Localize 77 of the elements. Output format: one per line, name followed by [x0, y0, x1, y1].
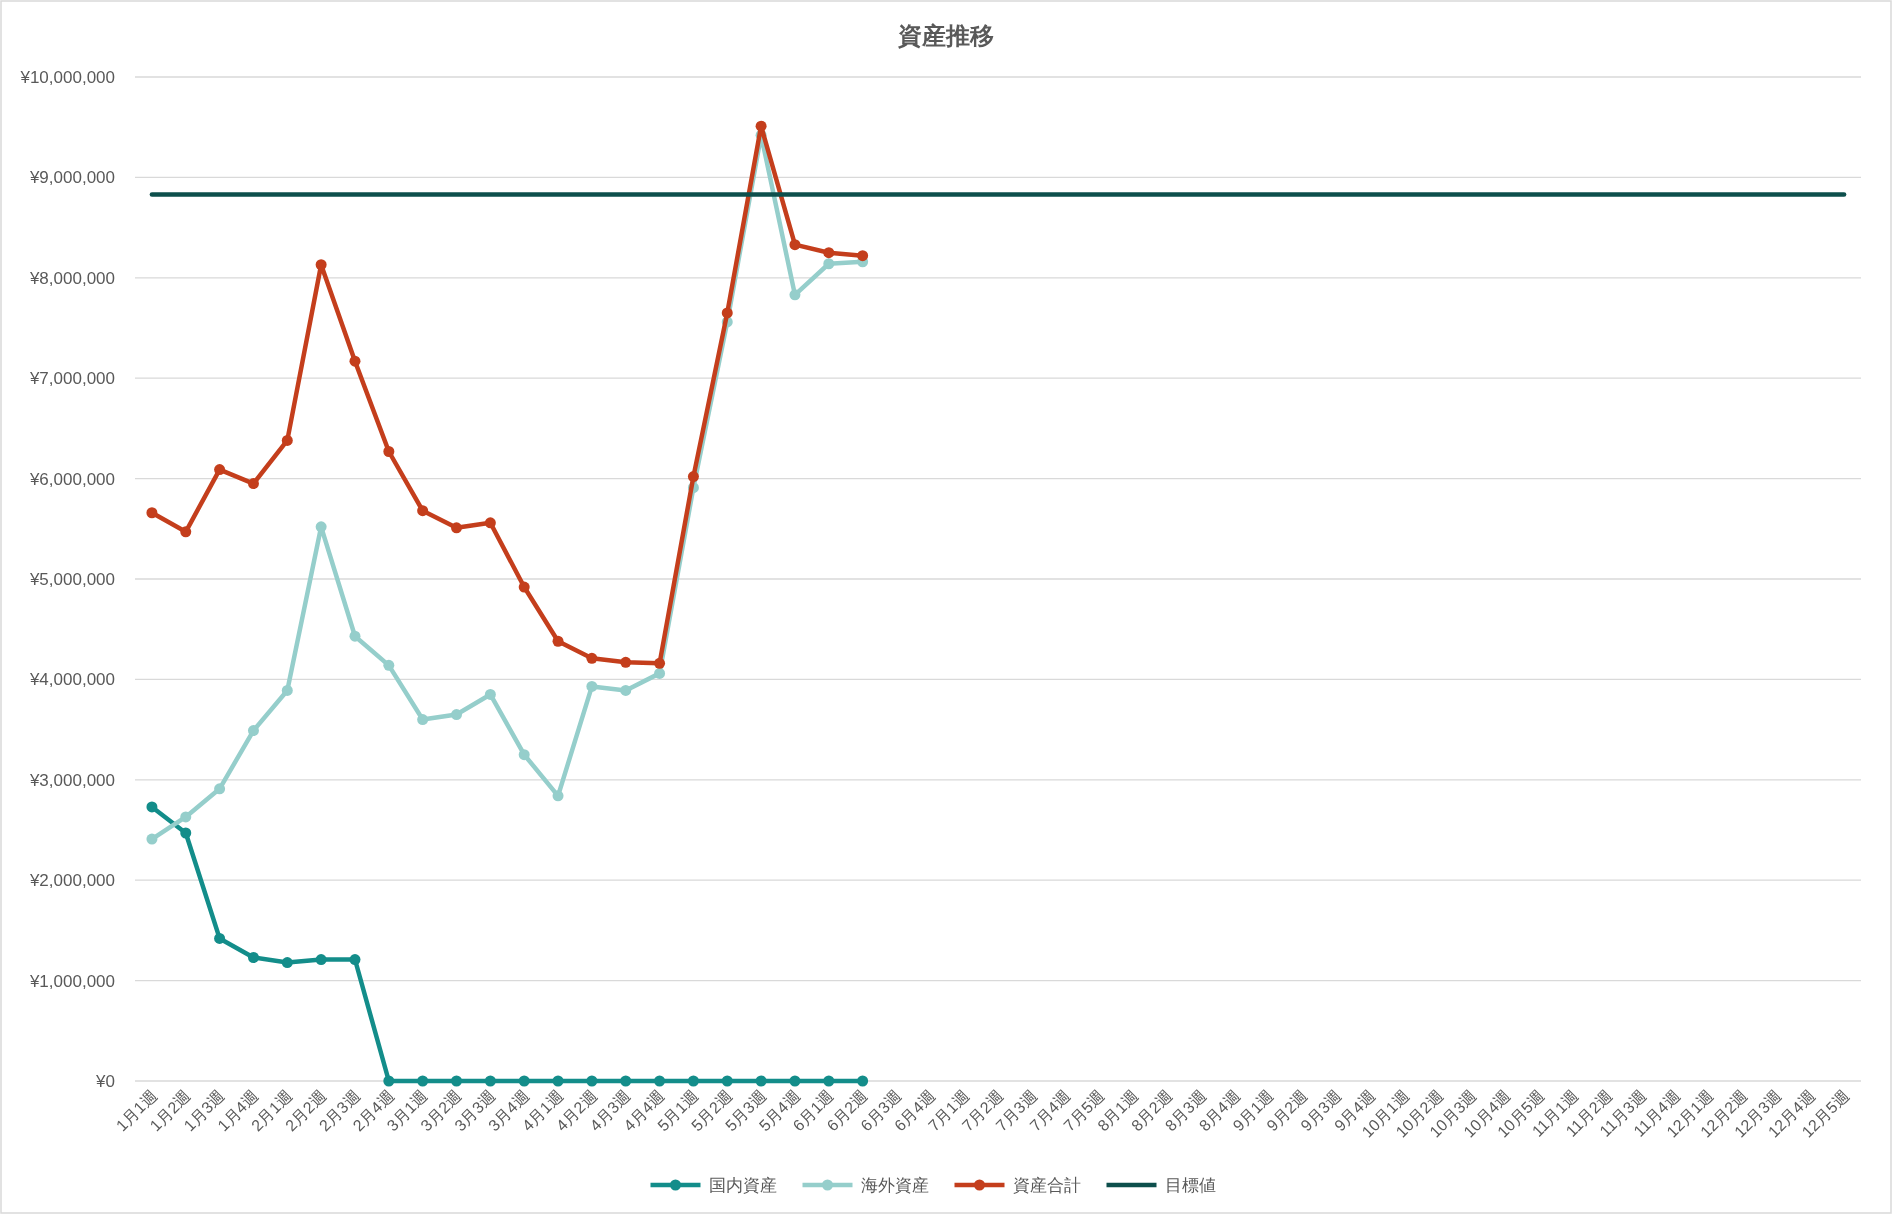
point [146, 833, 158, 845]
point [654, 657, 666, 669]
point [281, 684, 293, 696]
point [721, 1075, 733, 1087]
point [552, 1075, 564, 1087]
legend-label: 海外資産 [860, 1176, 929, 1195]
point [620, 684, 632, 696]
point [518, 749, 530, 761]
point [180, 811, 192, 823]
y-tick-label: ¥9,000,000 [28, 168, 115, 188]
y-tick-label: ¥7,000,000 [28, 369, 115, 389]
point [383, 659, 395, 671]
point [180, 827, 192, 839]
point [214, 932, 226, 944]
y-tick-label: ¥1,000,000 [28, 971, 115, 991]
y-tick-label: ¥5,000,000 [28, 570, 115, 589]
point [823, 1075, 835, 1087]
point [518, 581, 530, 593]
point [518, 1075, 530, 1087]
point [349, 954, 361, 966]
point [484, 688, 496, 700]
point [654, 1075, 666, 1087]
point [146, 801, 158, 813]
y-tick-label: ¥2,000,000 [28, 871, 115, 891]
point [315, 259, 327, 271]
point [281, 434, 293, 446]
legend-label: 目標値 [1164, 1176, 1216, 1195]
point [281, 957, 293, 969]
point [214, 783, 226, 795]
point [451, 522, 463, 534]
point [789, 289, 801, 301]
point [451, 709, 463, 721]
y-tick-label: ¥8,000,000 [28, 268, 115, 288]
point [180, 526, 192, 538]
point [857, 250, 869, 262]
point [247, 952, 259, 964]
point [755, 120, 767, 132]
point [383, 445, 395, 457]
point [620, 656, 632, 668]
point [789, 239, 801, 251]
point [451, 1075, 463, 1087]
point [484, 517, 496, 529]
point [315, 954, 327, 966]
point [857, 1075, 869, 1087]
point [417, 505, 429, 517]
point [247, 725, 259, 737]
point [586, 680, 598, 692]
point [417, 1075, 429, 1087]
point [620, 1075, 632, 1087]
point [755, 1075, 767, 1087]
legend-label: 国内資産 [708, 1176, 777, 1195]
point [349, 630, 361, 642]
point [789, 1075, 801, 1087]
point [823, 258, 835, 270]
y-tick-label: ¥6,000,000 [28, 469, 115, 489]
y-tick-label: ¥0 [95, 1072, 115, 1091]
point [247, 478, 259, 490]
point [552, 790, 564, 802]
y-tick-label: ¥4,000,000 [28, 670, 115, 690]
chart-title: 資産推移 [897, 22, 994, 49]
y-tick-label: ¥3,000,000 [28, 770, 115, 790]
point [721, 307, 733, 319]
point [349, 355, 361, 367]
point [586, 652, 598, 664]
point [214, 464, 226, 476]
point [484, 1075, 496, 1087]
point [654, 667, 666, 679]
point [687, 471, 699, 483]
point [552, 635, 564, 647]
legend-label: 資産合計 [1012, 1176, 1081, 1195]
point [586, 1075, 598, 1087]
point [687, 1075, 699, 1087]
point [383, 1075, 395, 1087]
point [823, 247, 835, 259]
point [146, 507, 158, 519]
point [417, 714, 429, 726]
y-tick-label: ¥10,000,000 [19, 68, 115, 87]
